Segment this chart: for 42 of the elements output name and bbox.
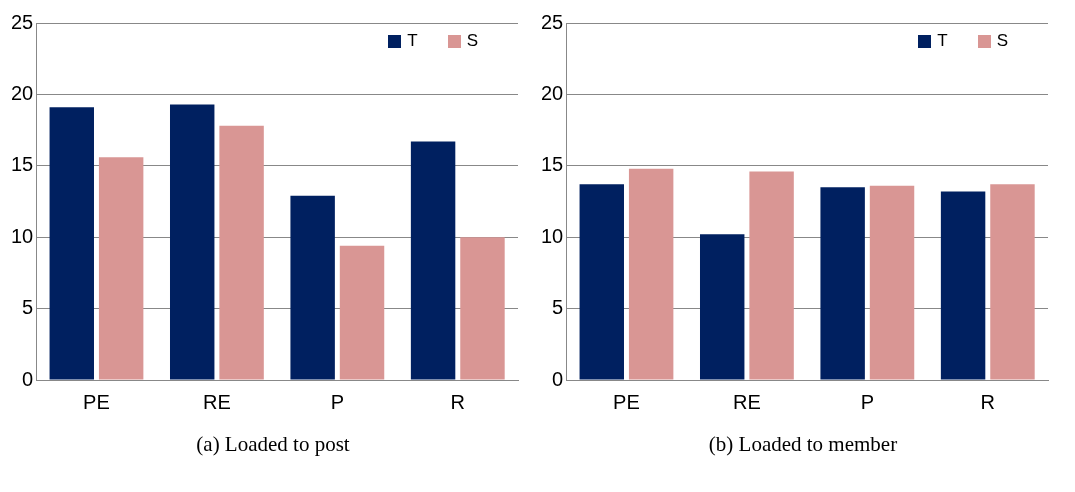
bar (98, 157, 144, 380)
y-tick-label: 0 (22, 367, 34, 390)
y-tick-label: 25 (541, 10, 564, 33)
legend-label: T (937, 31, 948, 51)
bar (940, 191, 986, 380)
bar (990, 184, 1035, 380)
bar (410, 141, 456, 380)
bar (749, 171, 794, 380)
bar (628, 168, 674, 380)
bar (339, 245, 385, 380)
x-tick-label: P (330, 390, 345, 413)
x-axis-title: (a) Loaded to post (195, 432, 351, 457)
y-tick-label: 15 (541, 153, 564, 176)
x-tick-label: RE (733, 390, 761, 413)
y-tick-label: 10 (11, 224, 34, 247)
bar (820, 187, 865, 380)
x-axis-title: (b) Loaded to member (707, 432, 899, 457)
bar (219, 125, 264, 380)
bar (460, 237, 505, 380)
legend-label: T (407, 31, 418, 51)
x-tick-label: R (980, 390, 996, 413)
legend-label: S (996, 31, 1008, 51)
bar (579, 184, 624, 380)
y-tick-label: 0 (552, 367, 564, 390)
y-tick-label: 5 (552, 296, 564, 319)
x-tick-label: R (450, 390, 466, 413)
bar (699, 234, 745, 380)
y-tick-label: 20 (11, 81, 34, 104)
bar (290, 195, 335, 380)
y-tick-label: 20 (541, 81, 564, 104)
x-tick-label: P (860, 390, 875, 413)
y-tick-label: 25 (11, 10, 34, 33)
x-tick-label: RE (203, 390, 231, 413)
y-tick-label: 10 (541, 224, 564, 247)
y-tick-label: 15 (11, 153, 34, 176)
legend-label: S (466, 31, 478, 51)
bar (869, 185, 915, 380)
y-tick-label: 5 (22, 296, 34, 319)
x-tick-label: PE (613, 390, 640, 413)
bar (49, 107, 94, 380)
bar (169, 104, 215, 380)
x-tick-label: PE (83, 390, 110, 413)
